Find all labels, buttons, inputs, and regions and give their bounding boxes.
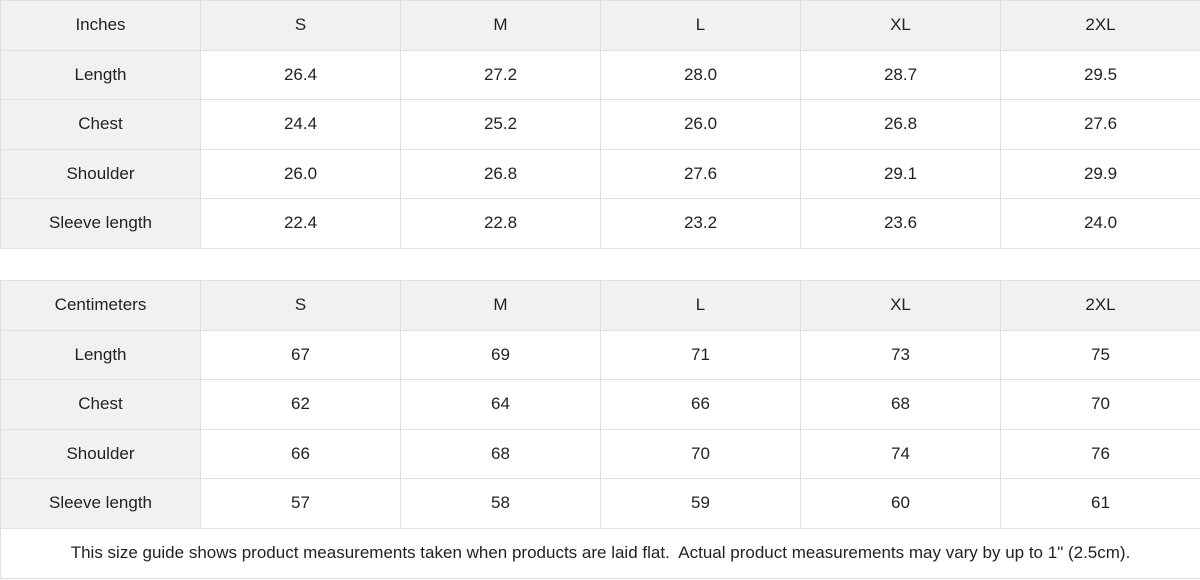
size-header-m: M [400,0,601,51]
row-label-length: Length [0,49,201,101]
value-cell: 23.6 [800,198,1001,249]
value-cell: 62 [200,379,401,430]
value-cell: 68 [800,379,1001,430]
value-cell: 64 [400,379,601,430]
value-cell: 29.9 [1000,148,1200,200]
value-cell: 25.2 [400,99,601,150]
value-cell: 29.5 [1000,49,1200,101]
size-header-s: S [200,279,401,331]
value-cell: 22.8 [400,198,601,249]
size-header-2xl: 2XL [1000,0,1200,51]
size-header-xl: XL [800,0,1001,51]
centimeters-size-table: Centimeters S M L XL 2XL Length 67 69 71… [0,279,1200,579]
inches-shoulder-row: Shoulder 26.0 26.8 27.6 29.1 29.9 [0,148,1200,200]
size-header-m: M [400,279,601,331]
value-cell: 28.0 [600,49,801,101]
table-gap-spacer [0,248,1200,280]
value-cell: 74 [800,428,1001,480]
size-header-2xl: 2XL [1000,279,1200,331]
value-cell: 24.0 [1000,198,1200,249]
centimeters-length-row: Length 67 69 71 73 75 [0,329,1200,381]
size-header-s: S [200,0,401,51]
value-cell: 28.7 [800,49,1001,101]
row-label-length: Length [0,329,201,381]
centimeters-header-row: Centimeters S M L XL 2XL [0,279,1200,331]
centimeters-shoulder-row: Shoulder 66 68 70 74 76 [0,428,1200,480]
value-cell: 22.4 [200,198,401,249]
value-cell: 66 [600,379,801,430]
value-cell: 70 [1000,379,1200,430]
row-label-shoulder: Shoulder [0,428,201,480]
value-cell: 27.6 [600,148,801,200]
unit-header-centimeters: Centimeters [0,279,201,331]
inches-header-row: Inches S M L XL 2XL [0,0,1200,51]
centimeters-chest-row: Chest 62 64 66 68 70 [0,379,1200,430]
value-cell: 66 [200,428,401,480]
value-cell: 69 [400,329,601,381]
inches-sleeve-row: Sleeve length 22.4 22.8 23.2 23.6 24.0 [0,198,1200,249]
row-label-chest: Chest [0,379,201,430]
row-label-shoulder: Shoulder [0,148,201,200]
value-cell: 68 [400,428,601,480]
value-cell: 70 [600,428,801,480]
row-label-sleeve-length: Sleeve length [0,198,201,249]
value-cell: 59 [600,478,801,529]
value-cell: 75 [1000,329,1200,381]
value-cell: 71 [600,329,801,381]
size-header-l: L [600,0,801,51]
size-guide-note: This size guide shows product measuremen… [0,527,1200,579]
value-cell: 26.0 [600,99,801,150]
value-cell: 24.4 [200,99,401,150]
value-cell: 23.2 [600,198,801,249]
value-cell: 26.4 [200,49,401,101]
size-guide-note-row: This size guide shows product measuremen… [0,527,1200,579]
value-cell: 27.6 [1000,99,1200,150]
value-cell: 76 [1000,428,1200,480]
row-label-sleeve-length: Sleeve length [0,478,201,529]
unit-header-inches: Inches [0,0,201,51]
value-cell: 73 [800,329,1001,381]
value-cell: 67 [200,329,401,381]
value-cell: 27.2 [400,49,601,101]
inches-length-row: Length 26.4 27.2 28.0 28.7 29.5 [0,49,1200,101]
row-label-chest: Chest [0,99,201,150]
centimeters-sleeve-row: Sleeve length 57 58 59 60 61 [0,478,1200,529]
value-cell: 58 [400,478,601,529]
value-cell: 26.0 [200,148,401,200]
size-header-xl: XL [800,279,1001,331]
value-cell: 60 [800,478,1001,529]
inches-chest-row: Chest 24.4 25.2 26.0 26.8 27.6 [0,99,1200,150]
value-cell: 26.8 [800,99,1001,150]
inches-size-table: Inches S M L XL 2XL Length 26.4 27.2 28.… [0,0,1200,249]
size-header-l: L [600,279,801,331]
value-cell: 57 [200,478,401,529]
value-cell: 61 [1000,478,1200,529]
value-cell: 26.8 [400,148,601,200]
value-cell: 29.1 [800,148,1001,200]
